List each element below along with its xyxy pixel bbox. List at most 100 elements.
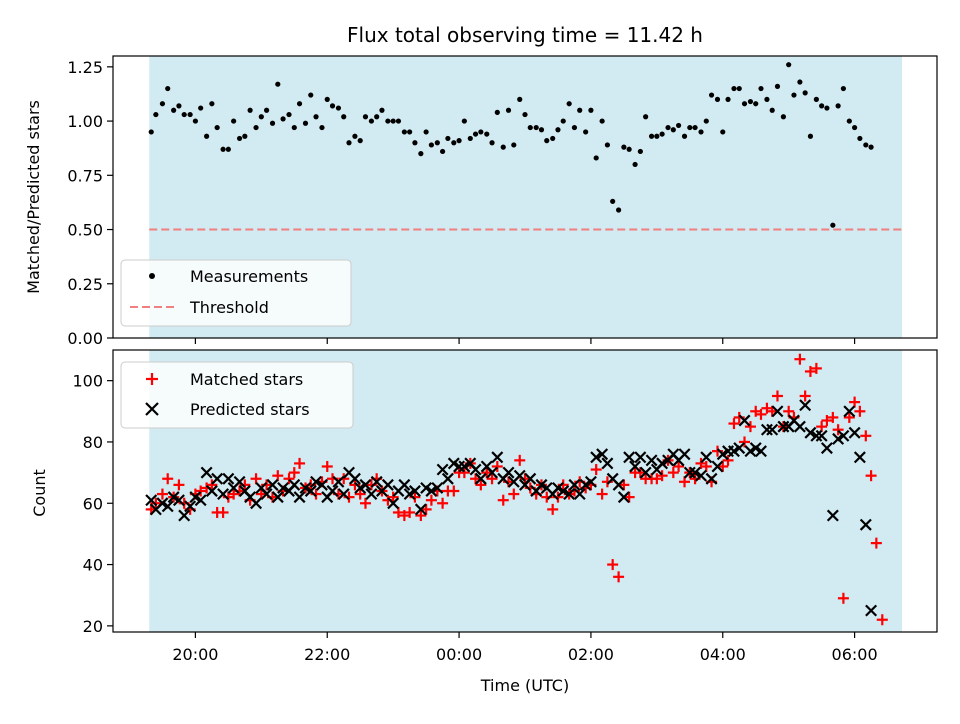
matched-star-point bbox=[870, 537, 882, 549]
measurement-point bbox=[412, 140, 418, 146]
measurement-point bbox=[725, 96, 731, 102]
measurement-point bbox=[390, 118, 396, 124]
matched-star-point bbox=[849, 396, 861, 408]
measurement-point bbox=[747, 98, 754, 105]
matched-star-point bbox=[810, 362, 822, 374]
measurement-point bbox=[621, 144, 627, 150]
predicted-star-point bbox=[441, 472, 454, 485]
predicted-star-point bbox=[266, 478, 279, 491]
predicted-star-point bbox=[573, 488, 586, 501]
predicted-star-point bbox=[491, 451, 504, 464]
measurement-point bbox=[275, 81, 281, 87]
predicted-star-point bbox=[414, 503, 427, 516]
predicted-star-point bbox=[194, 494, 207, 507]
legend-marker-predicted bbox=[145, 402, 159, 416]
predicted-star-point bbox=[601, 457, 614, 470]
measurement-point bbox=[187, 111, 193, 118]
measurement-point bbox=[637, 148, 643, 155]
measurement-point bbox=[703, 118, 709, 124]
measurement-point bbox=[675, 122, 682, 129]
measurement-point bbox=[352, 133, 358, 139]
top-axes-frame bbox=[112, 55, 938, 339]
matched-star-point bbox=[425, 494, 437, 506]
measurement-point bbox=[489, 140, 495, 146]
predicted-star-point bbox=[645, 454, 658, 467]
matched-star-point bbox=[354, 488, 366, 500]
measurement-point bbox=[840, 85, 846, 92]
matched-star-point bbox=[679, 476, 691, 488]
y-tick-label: 1.00 bbox=[67, 112, 103, 131]
matched-star-point bbox=[860, 430, 872, 442]
measurement-point bbox=[868, 144, 874, 150]
predicted-star-point bbox=[733, 442, 746, 455]
matched-star-point bbox=[794, 353, 806, 365]
measurement-point bbox=[769, 107, 775, 113]
y-tick-label: 0.00 bbox=[67, 329, 103, 348]
predicted-star-point bbox=[596, 448, 609, 461]
matched-star-point bbox=[607, 559, 619, 571]
measurement-point bbox=[484, 131, 490, 137]
measurement-point bbox=[302, 120, 309, 126]
matched-star-point bbox=[739, 436, 751, 448]
matched-star-point bbox=[783, 405, 795, 417]
predicted-star-point bbox=[260, 488, 273, 501]
measurement-point bbox=[736, 85, 742, 92]
measurement-point bbox=[401, 129, 407, 135]
measurement-point bbox=[247, 107, 253, 113]
measurement-point bbox=[258, 114, 264, 120]
matched-star-point bbox=[634, 467, 646, 479]
measurement-point bbox=[308, 92, 314, 98]
matched-star-point bbox=[766, 405, 778, 417]
measurement-point bbox=[577, 107, 583, 113]
measurement-point bbox=[643, 114, 649, 120]
matched-star-point bbox=[827, 411, 839, 423]
measurement-point bbox=[313, 114, 319, 120]
measurement-point bbox=[819, 103, 825, 109]
predicted-star-point bbox=[810, 429, 823, 442]
matched-star-point bbox=[228, 488, 240, 500]
measurement-point bbox=[863, 142, 869, 148]
measurement-point bbox=[181, 111, 187, 118]
matched-star-point bbox=[420, 503, 432, 515]
bottom-panel: 20 40 60 80 100 20:00 22:00 00:00 02:00 04:00 06:… bbox=[30, 349, 938, 695]
measurement-point bbox=[428, 142, 434, 148]
measurement-point bbox=[362, 114, 369, 120]
predicted-star-point bbox=[634, 451, 647, 464]
measurement-point bbox=[451, 140, 457, 146]
predicted-star-point bbox=[695, 469, 707, 482]
matched-star-point bbox=[667, 467, 679, 479]
x-tick-label: 00:00 bbox=[436, 645, 482, 664]
measurement-point bbox=[583, 129, 589, 135]
predicted-star-point bbox=[799, 399, 812, 412]
predicted-star-point bbox=[584, 475, 597, 488]
predicted-star-point bbox=[288, 478, 301, 491]
predicted-star-point bbox=[250, 497, 263, 510]
predicted-star-point bbox=[145, 494, 158, 507]
matched-star-point bbox=[722, 454, 734, 466]
measurement-point bbox=[445, 135, 451, 142]
measurement-point bbox=[522, 111, 528, 118]
measurement-point bbox=[440, 148, 446, 155]
predicted-star-point bbox=[689, 466, 702, 479]
matched-stars-points bbox=[145, 353, 888, 626]
predicted-star-point bbox=[837, 429, 850, 442]
predicted-star-point bbox=[425, 485, 438, 497]
measurement-point bbox=[654, 133, 660, 139]
chart-title: Flux total observing time = 11.42 h bbox=[347, 23, 703, 47]
matched-star-point bbox=[470, 473, 482, 485]
matched-star-point bbox=[596, 488, 608, 500]
measurement-point bbox=[610, 198, 616, 204]
measurement-point bbox=[813, 96, 819, 102]
measurement-point bbox=[236, 135, 243, 142]
predicted-star-point bbox=[815, 429, 828, 442]
measurement-point bbox=[263, 107, 270, 113]
predicted-star-point bbox=[678, 448, 691, 461]
predicted-star-point bbox=[557, 485, 570, 497]
matched-star-point bbox=[481, 467, 493, 479]
measurement-point bbox=[560, 118, 566, 124]
matched-star-point bbox=[508, 488, 520, 500]
predicted-star-point bbox=[332, 475, 345, 488]
top-y-ticks: 0.00 0.25 0.50 0.75 1.00 1.25 bbox=[67, 58, 113, 348]
measurement-point bbox=[467, 135, 473, 142]
